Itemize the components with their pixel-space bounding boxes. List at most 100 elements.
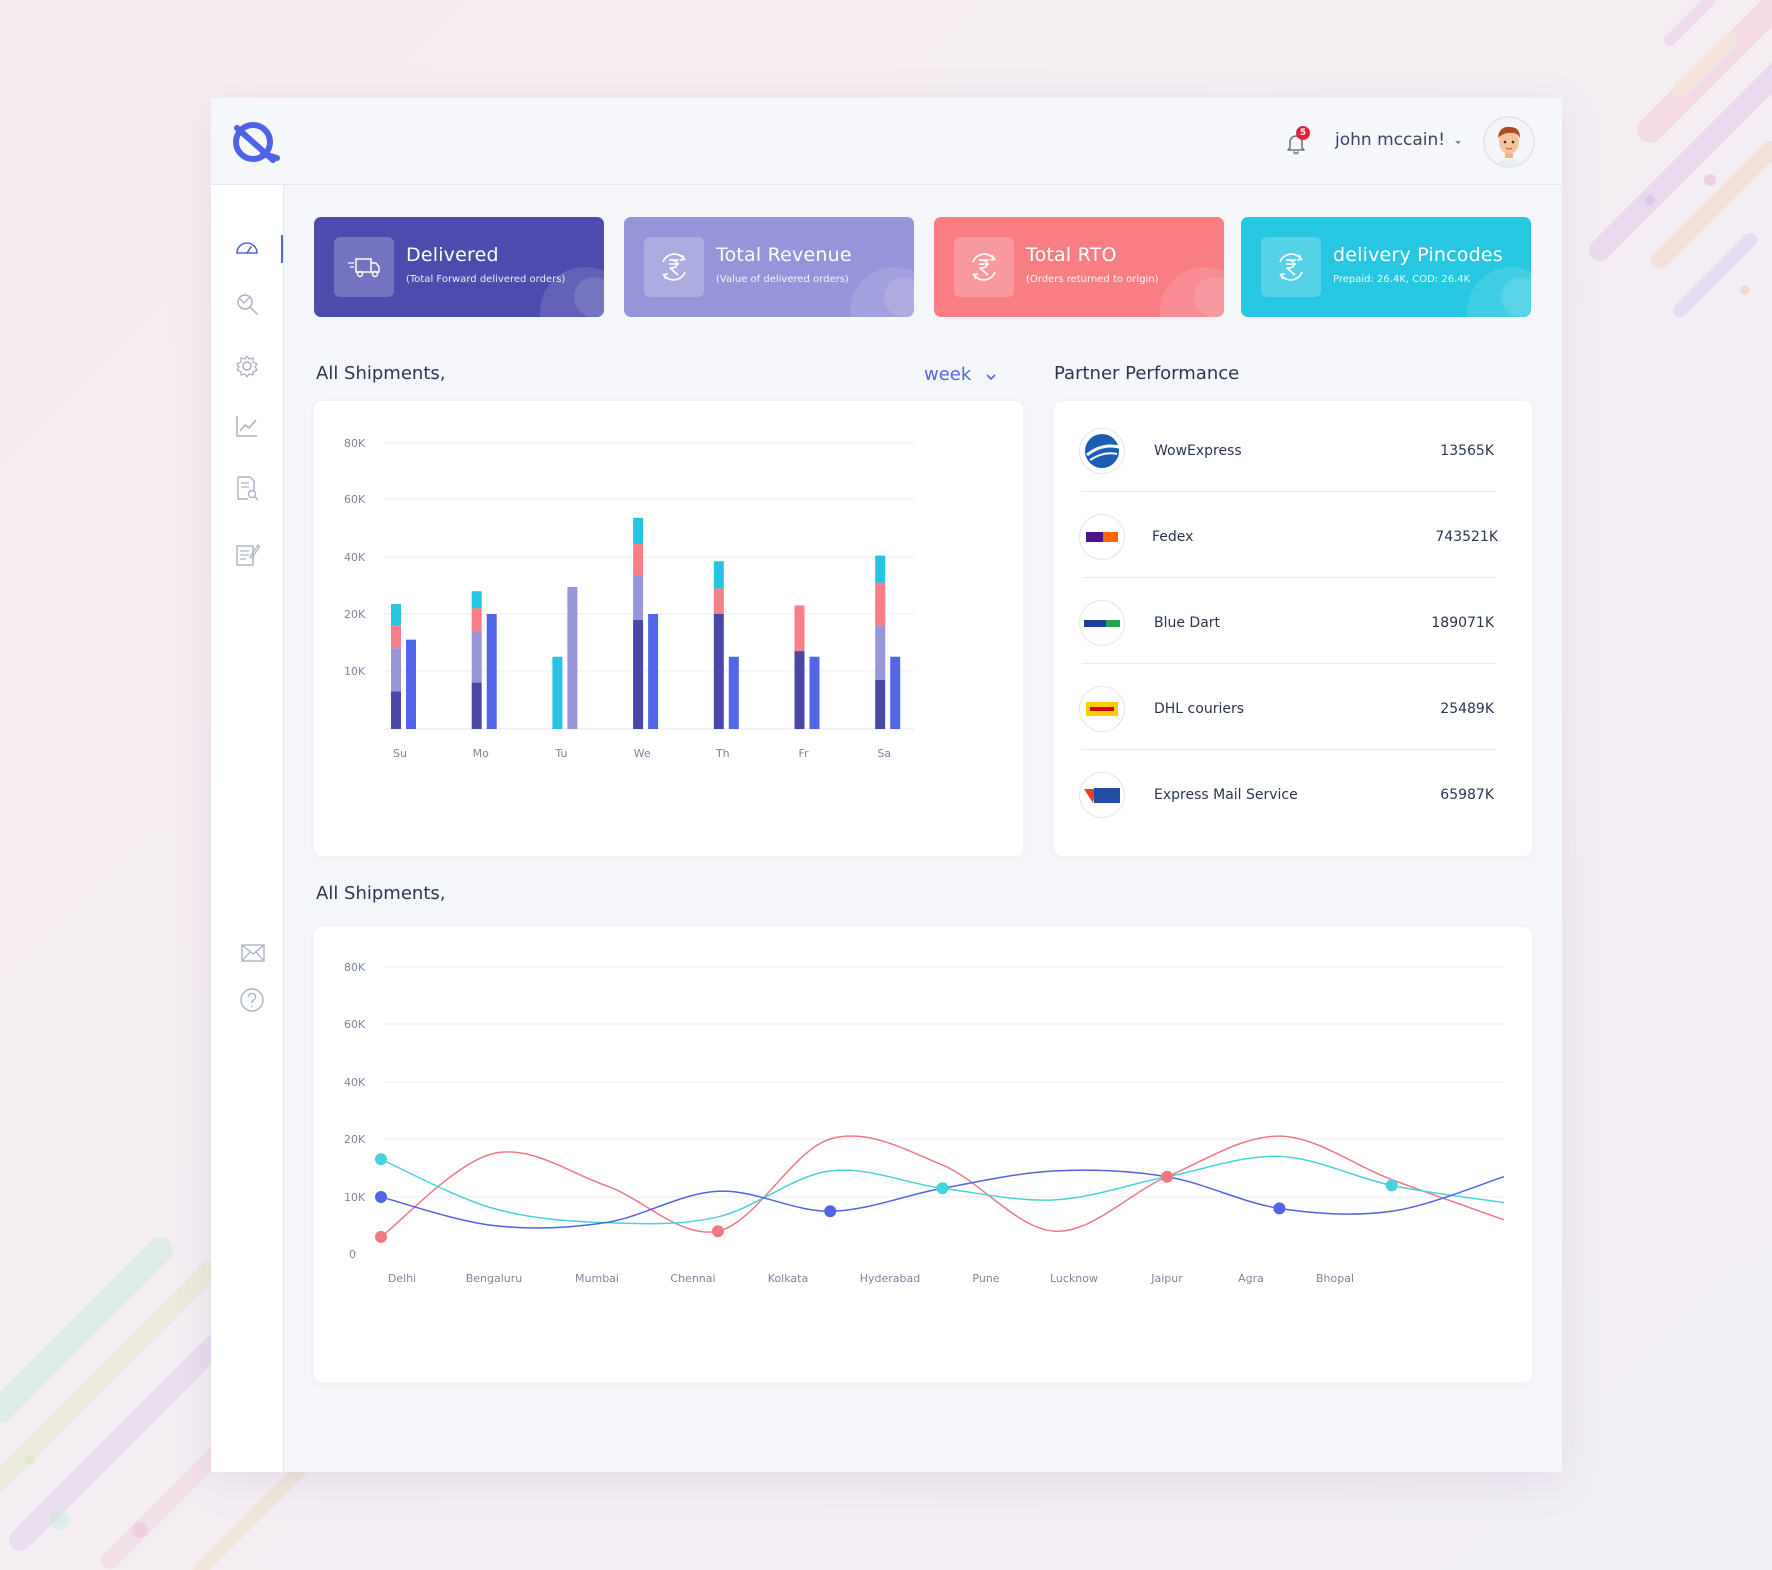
bar[interactable] — [567, 586, 578, 729]
data-point-marker[interactable] — [375, 1191, 387, 1203]
card-icon-box — [644, 237, 704, 297]
partner-section-title: Partner Performance — [1054, 363, 1240, 384]
series-line[interactable] — [380, 1135, 1505, 1238]
data-point-marker[interactable] — [1273, 1202, 1286, 1215]
bar[interactable] — [809, 656, 820, 729]
card-subtitle: (Total Forward delivered orders) — [406, 274, 566, 285]
stacked-bar-segment[interactable] — [713, 561, 724, 589]
avatar[interactable] — [1483, 116, 1535, 168]
help-icon[interactable] — [239, 987, 265, 1013]
y-tick-label: 10K — [344, 1191, 366, 1204]
avatar-face-icon — [1485, 118, 1533, 166]
card-title: delivery Pincodes — [1333, 244, 1503, 266]
stacked-bar-segment[interactable] — [471, 591, 482, 609]
bar[interactable] — [890, 656, 901, 729]
stacked-bar-segment[interactable] — [794, 651, 805, 729]
stacked-bar-segment[interactable] — [391, 691, 401, 729]
chevron-down-icon[interactable] — [1453, 138, 1463, 146]
top-bar: 5 john mccain! — [211, 98, 1562, 185]
stacked-bar-segment[interactable] — [471, 608, 482, 632]
partner-row-blue-dart[interactable]: Blue Dart 189071K — [1054, 578, 1514, 664]
data-point-marker[interactable] — [375, 1230, 387, 1243]
stacked-bar-segment[interactable] — [633, 619, 644, 729]
partner-row-ems[interactable]: Express Mail Service 65987K — [1054, 750, 1514, 836]
dhl-logo — [1079, 686, 1125, 732]
x-tick-label: Lucknow — [1050, 1272, 1098, 1285]
background-decoration-top-right — [1589, 0, 1772, 317]
user-name-dropdown[interactable]: john mccain! — [1335, 130, 1446, 150]
stacked-bar-segment[interactable] — [391, 604, 401, 626]
city-shipments-section-title: All Shipments, — [316, 883, 446, 904]
stacked-bar-segment[interactable] — [633, 517, 644, 544]
x-tick-label: Bengaluru — [466, 1272, 523, 1285]
y-tick-label: 80K — [344, 437, 366, 450]
data-point-marker[interactable] — [936, 1182, 949, 1195]
dashboard-gauge-icon[interactable] — [234, 235, 260, 261]
stacked-bar-segment[interactable] — [875, 679, 886, 729]
stacked-bar-segment[interactable] — [713, 614, 724, 729]
x-tick-label: Th — [715, 747, 730, 760]
card-title: Total RTO — [1026, 244, 1117, 266]
partner-row-fedex[interactable]: Fedex 743521K — [1054, 492, 1514, 578]
period-select[interactable]: week — [924, 364, 972, 385]
stacked-bar-segment[interactable] — [875, 625, 886, 680]
x-tick-label: We — [634, 747, 651, 760]
row-divider — [1082, 577, 1496, 578]
line-chart-icon[interactable] — [234, 413, 260, 439]
card-icon-box — [334, 237, 394, 297]
report-search-icon[interactable] — [234, 475, 260, 501]
data-point-marker[interactable] — [711, 1225, 724, 1238]
x-tick-label: Jaipur — [1150, 1272, 1183, 1285]
rupee-cycle-icon — [662, 253, 686, 281]
stacked-bar-segment[interactable] — [471, 682, 482, 729]
stacked-bar-segment[interactable] — [875, 555, 886, 583]
x-tick-label: Mo — [473, 747, 489, 760]
row-divider — [1082, 663, 1496, 664]
stacked-bar-segment[interactable] — [391, 625, 401, 649]
bar[interactable] — [648, 614, 659, 729]
brand-logo[interactable] — [231, 118, 281, 166]
gear-icon[interactable] — [234, 353, 260, 379]
card-delivery-pincodes[interactable]: delivery Pincodes Prepaid: 26.4K, COD: 2… — [1241, 217, 1531, 317]
bar[interactable] — [486, 614, 497, 729]
data-point-marker[interactable] — [375, 1153, 387, 1166]
stacked-bar-segment[interactable] — [391, 648, 401, 692]
card-icon-box — [1261, 237, 1321, 297]
stacked-bar-segment[interactable] — [875, 582, 886, 626]
y-tick-label: 10K — [344, 665, 366, 678]
card-icon-box — [954, 237, 1014, 297]
search-tracking-icon[interactable] — [234, 291, 260, 317]
partner-performance-panel: WowExpress 13565K Fedex 743521K — [1054, 401, 1532, 856]
bar[interactable] — [728, 656, 739, 729]
card-subtitle: (Value of delivered orders) — [716, 274, 849, 285]
stacked-bar-segment[interactable] — [471, 631, 482, 683]
card-delivered[interactable]: Delivered (Total Forward delivered order… — [314, 217, 604, 317]
y-tick-label: 20K — [344, 608, 366, 621]
partner-value: 743521K — [1435, 529, 1498, 545]
stacked-bar-segment[interactable] — [633, 543, 644, 576]
partner-row-dhl[interactable]: DHL couriers 25489K — [1054, 664, 1514, 750]
card-subtitle: (Orders returned to origin) — [1026, 274, 1159, 285]
shipments-bar-chart: 10K 20K 40K 60K 80K Su Mo Tu We Th Fr Sa — [344, 437, 914, 760]
stacked-bar-segment[interactable] — [794, 605, 805, 652]
card-subtitle: Prepaid: 26.4K, COD: 26.4K — [1333, 274, 1471, 285]
truck-icon — [348, 258, 380, 278]
card-total-rto[interactable]: Total RTO (Orders returned to origin) — [934, 217, 1224, 317]
data-point-marker[interactable] — [1161, 1170, 1174, 1183]
partner-row-wowexpress[interactable]: WowExpress 13565K — [1054, 406, 1514, 492]
city-shipments-line-chart: 0 10K 20K 40K 60K 80K Delhi Bengaluru Mumbai Chen… — [344, 961, 1505, 1285]
chevron-down-icon[interactable] — [985, 372, 997, 382]
y-tick-label: 20K — [344, 1133, 366, 1146]
stacked-bar-segment[interactable] — [713, 588, 724, 614]
stacked-bar-segment[interactable] — [633, 575, 644, 620]
data-point-marker[interactable] — [1385, 1179, 1398, 1192]
stacked-bar-segment[interactable] — [552, 656, 563, 729]
card-total-revenue[interactable]: Total Revenue (Value of delivered orders… — [624, 217, 914, 317]
data-point-marker[interactable] — [824, 1205, 837, 1218]
notes-edit-icon[interactable] — [234, 541, 260, 567]
x-tick-label: Agra — [1238, 1272, 1264, 1285]
partner-name: Express Mail Service — [1154, 787, 1298, 803]
mail-icon[interactable] — [241, 943, 265, 963]
city-shipments-line-chart-panel: 0 10K 20K 40K 60K 80K Delhi Bengaluru Mumbai Chen… — [314, 927, 1532, 1382]
bar[interactable] — [406, 639, 416, 729]
